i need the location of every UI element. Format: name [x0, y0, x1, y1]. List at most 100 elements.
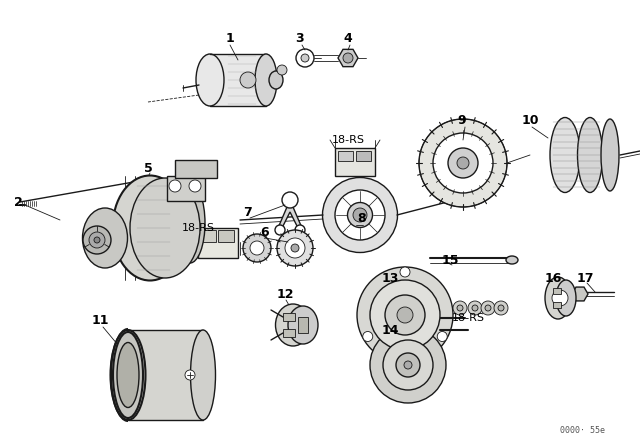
Circle shape: [481, 301, 495, 315]
Circle shape: [494, 301, 508, 315]
Circle shape: [94, 237, 100, 243]
Circle shape: [282, 192, 298, 208]
Circle shape: [453, 301, 467, 315]
Circle shape: [457, 305, 463, 311]
Circle shape: [457, 157, 469, 169]
Bar: [200, 230, 216, 242]
Circle shape: [448, 148, 478, 178]
Circle shape: [301, 54, 309, 62]
Text: 10: 10: [521, 113, 539, 126]
Text: 4: 4: [344, 31, 353, 44]
Circle shape: [291, 244, 299, 252]
Text: 13: 13: [381, 271, 399, 284]
Ellipse shape: [111, 330, 145, 420]
Bar: [335, 148, 375, 176]
Circle shape: [275, 225, 285, 235]
Ellipse shape: [113, 332, 143, 418]
Circle shape: [468, 301, 482, 315]
Circle shape: [250, 241, 264, 255]
Ellipse shape: [556, 280, 576, 316]
Ellipse shape: [196, 54, 224, 106]
Circle shape: [169, 180, 181, 192]
Ellipse shape: [255, 54, 277, 106]
Polygon shape: [338, 49, 358, 67]
Text: 15: 15: [441, 254, 459, 267]
Circle shape: [363, 332, 372, 341]
Circle shape: [295, 225, 305, 235]
Circle shape: [472, 305, 478, 311]
Circle shape: [485, 305, 491, 311]
Ellipse shape: [323, 177, 397, 253]
Text: 8: 8: [358, 211, 366, 224]
Text: 0000· 55e: 0000· 55e: [560, 426, 605, 435]
Ellipse shape: [506, 256, 518, 264]
Ellipse shape: [83, 208, 127, 268]
Circle shape: [89, 232, 105, 248]
Circle shape: [83, 226, 111, 254]
Circle shape: [285, 238, 305, 258]
Circle shape: [433, 133, 493, 193]
Ellipse shape: [113, 176, 188, 280]
Bar: [128, 330, 203, 420]
Polygon shape: [572, 287, 588, 301]
Polygon shape: [278, 200, 302, 228]
Bar: [298, 317, 308, 333]
Circle shape: [498, 305, 504, 311]
Circle shape: [437, 332, 447, 341]
Ellipse shape: [288, 306, 318, 344]
Circle shape: [385, 295, 425, 335]
Text: 1: 1: [226, 31, 234, 44]
Ellipse shape: [117, 343, 139, 408]
Bar: [175, 160, 217, 178]
Ellipse shape: [130, 178, 200, 278]
Circle shape: [396, 353, 420, 377]
Ellipse shape: [335, 190, 385, 240]
Bar: [283, 313, 295, 321]
Bar: [356, 151, 371, 161]
Bar: [218, 230, 234, 242]
Text: 18-RS: 18-RS: [451, 313, 484, 323]
Circle shape: [243, 234, 271, 262]
Text: 7: 7: [244, 207, 252, 220]
Circle shape: [296, 49, 314, 67]
Text: 9: 9: [458, 113, 467, 126]
Ellipse shape: [545, 277, 571, 319]
Bar: [167, 176, 205, 201]
Circle shape: [404, 361, 412, 369]
Circle shape: [400, 267, 410, 277]
Text: 16: 16: [544, 271, 562, 284]
Text: 5: 5: [143, 161, 152, 175]
Bar: [553, 302, 561, 308]
Ellipse shape: [550, 117, 580, 193]
Bar: [553, 288, 561, 294]
Circle shape: [419, 119, 507, 207]
Circle shape: [383, 340, 433, 390]
Circle shape: [189, 180, 201, 192]
Text: 12: 12: [276, 289, 294, 302]
Ellipse shape: [275, 304, 310, 346]
Text: 11: 11: [92, 314, 109, 327]
Circle shape: [343, 53, 353, 63]
Text: 14: 14: [381, 323, 399, 336]
Circle shape: [277, 230, 313, 266]
Circle shape: [552, 290, 568, 306]
Ellipse shape: [601, 119, 619, 191]
Ellipse shape: [191, 330, 216, 420]
Bar: [338, 151, 353, 161]
Circle shape: [370, 327, 446, 403]
Ellipse shape: [577, 117, 602, 193]
Circle shape: [353, 208, 367, 222]
Circle shape: [240, 72, 256, 88]
Circle shape: [357, 267, 453, 363]
Bar: [210, 54, 266, 106]
Text: 2: 2: [13, 195, 22, 208]
Ellipse shape: [269, 71, 283, 89]
Circle shape: [370, 280, 440, 350]
Bar: [283, 329, 295, 337]
Ellipse shape: [348, 202, 372, 228]
Bar: [198, 228, 238, 258]
Text: 6: 6: [260, 225, 269, 238]
Circle shape: [397, 307, 413, 323]
Text: 3: 3: [296, 31, 304, 44]
Text: 18-RS: 18-RS: [332, 135, 365, 145]
